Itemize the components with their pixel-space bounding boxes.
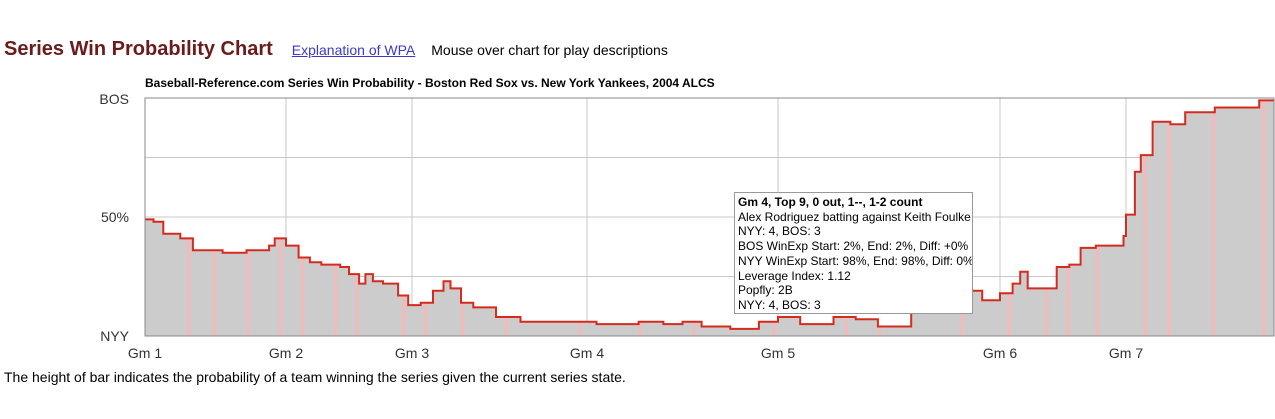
tooltip-line: NYY: 4, BOS: 3 xyxy=(738,224,821,239)
chart-header: Series Win Probability Chart Explanation… xyxy=(4,38,668,61)
footer-note: The height of bar indicates the probabil… xyxy=(4,369,626,385)
probability-area xyxy=(145,100,1274,337)
tooltip-line: Leverage Index: 1.12 xyxy=(738,268,851,283)
play-tooltip: Gm 4, Top 9, 0 out, 1--, 1-2 count Alex … xyxy=(734,192,973,314)
tooltip-line: Alex Rodriguez batting against Keith Fou… xyxy=(738,209,971,224)
highlight-bar xyxy=(301,257,305,336)
highlight-bar xyxy=(333,264,337,336)
highlight-bar xyxy=(1211,112,1215,336)
y-tick-label-nyy: NYY xyxy=(100,328,129,344)
y-tick-label-bos: BOS xyxy=(99,91,129,107)
mouseover-hint: Mouse over chart for play descriptions xyxy=(431,42,668,58)
highlight-bar xyxy=(355,274,359,336)
x-tick-label: Gm 1 xyxy=(127,345,163,361)
highlight-bar xyxy=(424,302,428,336)
probability-line xyxy=(145,99,1274,330)
highlight-bar xyxy=(1007,293,1011,336)
highlight-bar xyxy=(844,316,848,336)
y-tick-label-50: 50% xyxy=(100,209,129,225)
highlight-bar xyxy=(278,238,282,336)
plot-frame xyxy=(144,97,1275,337)
highlight-bar xyxy=(877,326,881,336)
chart-title: Baseball-Reference.com Series Win Probab… xyxy=(145,76,715,90)
x-tick-label: Gm 6 xyxy=(982,345,1018,361)
tooltip-heading: Gm 4, Top 9, 0 out, 1--, 1-2 count xyxy=(738,195,923,209)
highlight-bar xyxy=(1045,288,1049,336)
highlight-bar xyxy=(1143,155,1147,336)
tooltip-line: BOS WinExp Start: 2%, End: 2%, Diff: +0% xyxy=(738,239,969,254)
tooltip-line: NYY: 4, BOS: 3 xyxy=(738,297,821,312)
highlight-bar xyxy=(1066,266,1070,336)
tooltip-line: NYY WinExp Start: 98%, End: 98%, Diff: 0… xyxy=(738,253,973,268)
wpa-explanation-link[interactable]: Explanation of WPA xyxy=(291,42,416,58)
x-tick-label: Gm 3 xyxy=(394,345,430,361)
highlight-bar xyxy=(772,321,776,336)
highlight-bar xyxy=(187,238,191,336)
highlight-bar xyxy=(638,321,642,336)
highlight-bar xyxy=(578,321,582,336)
x-tick-label: Gm 4 xyxy=(569,345,605,361)
highlight-bar xyxy=(461,302,464,336)
x-tick-label: Gm 5 xyxy=(760,345,796,361)
highlight-bar xyxy=(1262,100,1266,336)
highlight-bar xyxy=(504,316,508,336)
highlight-bar xyxy=(401,295,405,336)
highlight-bar xyxy=(246,250,250,336)
highlight-bar xyxy=(1095,245,1099,336)
highlight-bar xyxy=(692,321,696,336)
highlight-bar xyxy=(1167,121,1171,336)
page-title: Series Win Probability Chart xyxy=(4,38,273,60)
highlight-bar xyxy=(212,250,216,336)
tooltip-line: Popfly: 2B xyxy=(738,283,793,298)
x-tick-label: Gm 2 xyxy=(268,345,304,361)
x-tick-label: Gm 7 xyxy=(1108,345,1144,361)
